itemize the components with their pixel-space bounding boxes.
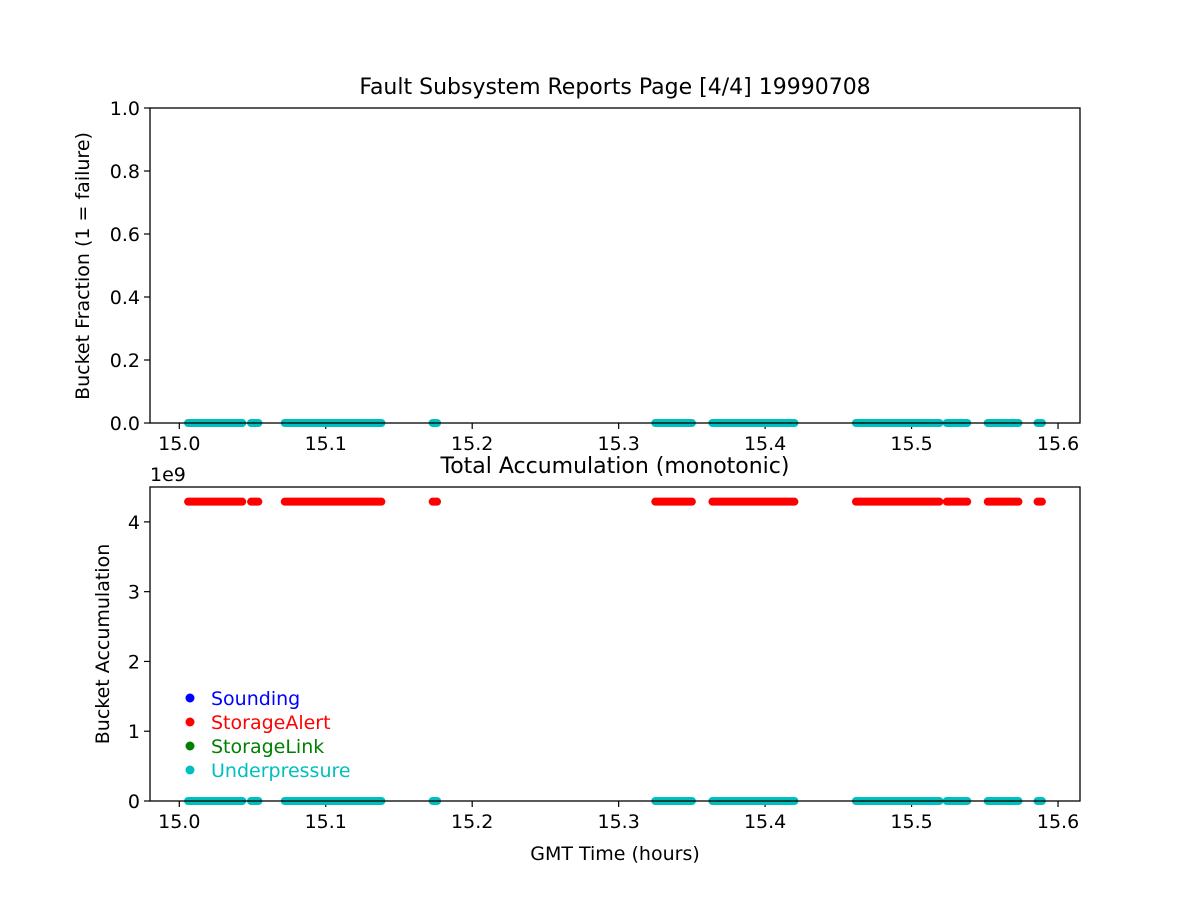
bottom-chart-ytick-label: 3 bbox=[128, 582, 140, 604]
bottom-chart-xtick-label: 15.4 bbox=[744, 811, 786, 833]
top-chart-ylabel: Bucket Fraction (1 = failure) bbox=[72, 132, 94, 400]
legend-marker-underpressure bbox=[185, 765, 195, 775]
bottom-chart-xtick-label: 15.6 bbox=[1037, 811, 1079, 833]
legend-label-storagelink: StorageLink bbox=[211, 736, 324, 758]
top-chart-axes-frame bbox=[149, 107, 1081, 424]
legend-label-underpressure: Underpressure bbox=[211, 760, 351, 782]
bottom-chart-legend: SoundingStorageAlertStorageLinkUnderpres… bbox=[185, 688, 351, 782]
legend-label-sounding: Sounding bbox=[211, 688, 300, 710]
top-chart-ytick-label: 1.0 bbox=[110, 98, 140, 120]
top-chart-ytick-label: 0.0 bbox=[110, 413, 140, 435]
legend-label-storagealert: StorageAlert bbox=[211, 712, 331, 734]
top-chart-xtick-label: 15.4 bbox=[744, 433, 786, 455]
top-chart-ytick-label: 0.2 bbox=[110, 350, 140, 372]
top-chart-xtick-label: 15.2 bbox=[451, 433, 493, 455]
top-chart-ytick-label: 0.8 bbox=[110, 161, 140, 183]
bottom-chart-ticks: 15.0 15.1 15.2 15.3 15.4 15.5 15.6 0 1 2 3 4 bbox=[128, 512, 1079, 833]
bottom-chart-ytick-label: 2 bbox=[128, 651, 140, 673]
bottom-chart-xtick-label: 15.3 bbox=[598, 811, 640, 833]
bottom-chart-ylabel: Bucket Accumulation bbox=[92, 544, 114, 745]
bottom-chart-axes-frame bbox=[149, 486, 1081, 802]
bottom-chart-xtick-label: 15.1 bbox=[305, 811, 347, 833]
top-chart: Fault Subsystem Reports Page [4/4] 19990… bbox=[72, 75, 1081, 455]
top-chart-xtick-label: 15.1 bbox=[305, 433, 347, 455]
top-chart-ticks: 15.0 15.1 15.2 15.3 15.4 15.5 15.6 0.0 0.2 0.4 0.6… bbox=[110, 98, 1079, 455]
legend-marker-sounding bbox=[185, 693, 195, 703]
top-chart-xtick-label: 15.3 bbox=[598, 433, 640, 455]
bottom-chart-ytick-label: 1 bbox=[128, 721, 140, 743]
top-chart-xtick-label: 15.6 bbox=[1037, 433, 1079, 455]
bottom-chart: Total Accumulation (monotonic) 1e9 Bucke… bbox=[92, 454, 1081, 865]
top-chart-ytick-label: 0.4 bbox=[110, 287, 140, 309]
legend-marker-storagelink bbox=[185, 741, 195, 751]
top-chart-xtick-label: 15.5 bbox=[890, 433, 932, 455]
top-chart-xtick-label: 15.0 bbox=[158, 433, 200, 455]
bottom-chart-offset-text: 1e9 bbox=[150, 464, 186, 486]
bottom-chart-xtick-label: 15.0 bbox=[158, 811, 200, 833]
bottom-chart-xtick-label: 15.2 bbox=[451, 811, 493, 833]
bottom-chart-xtick-label: 15.5 bbox=[890, 811, 932, 833]
bottom-chart-ytick-label: 4 bbox=[128, 512, 140, 534]
bottom-chart-xlabel: GMT Time (hours) bbox=[530, 843, 700, 865]
top-chart-title: Fault Subsystem Reports Page [4/4] 19990… bbox=[359, 75, 870, 100]
bottom-chart-ytick-label: 0 bbox=[128, 791, 140, 813]
top-chart-ytick-label: 0.6 bbox=[110, 224, 140, 246]
legend-marker-storagealert bbox=[185, 717, 195, 727]
bottom-chart-title: Total Accumulation (monotonic) bbox=[440, 454, 790, 479]
